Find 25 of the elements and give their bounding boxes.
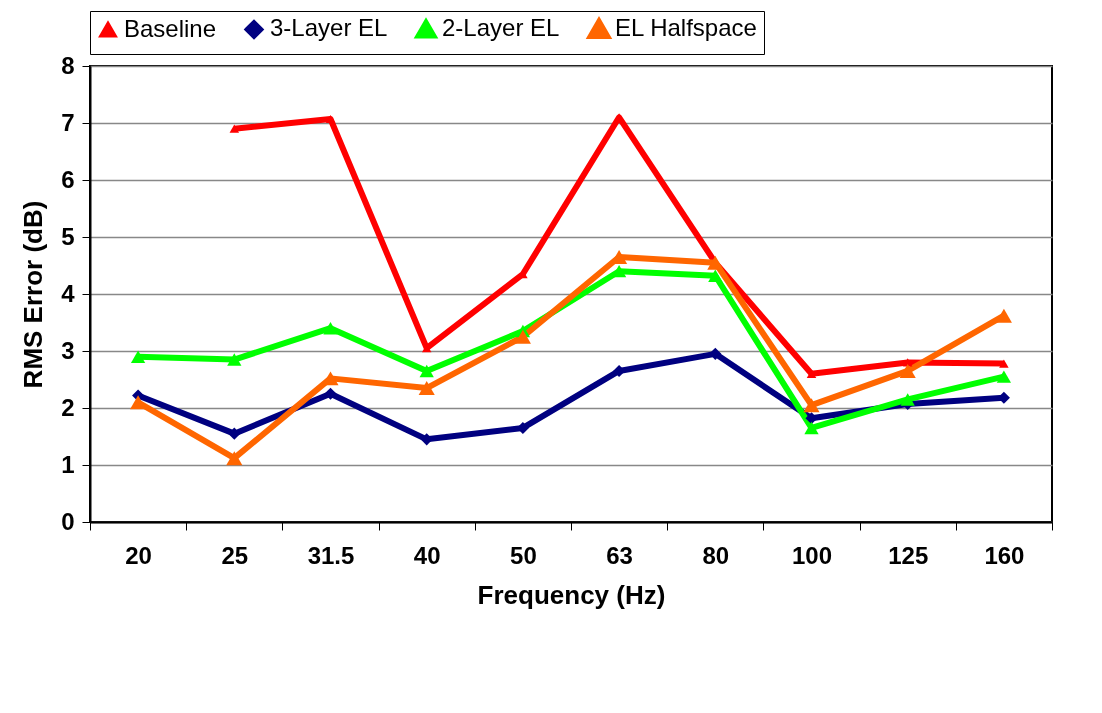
y-tick-label: 7 [61, 108, 75, 136]
x-tick-label: 40 [413, 541, 441, 569]
x-tick-label: 125 [888, 541, 929, 569]
legend-label: 2-Layer EL [442, 14, 560, 42]
x-tick-label: 63 [606, 541, 633, 569]
y-tick-label: 0 [61, 507, 75, 535]
x-tick-label: 50 [510, 541, 537, 569]
legend-label: Baseline [124, 15, 217, 43]
x-tick-label: 31.5 [307, 541, 355, 569]
y-tick-label: 2 [61, 393, 75, 421]
y-tick-label: 1 [61, 450, 75, 478]
x-axis-title: Frequency (Hz) [477, 579, 666, 610]
y-tick-label: 6 [61, 165, 75, 193]
x-tick-label: 80 [702, 541, 730, 569]
x-tick-label: 20 [125, 541, 152, 569]
y-tick-label: 5 [61, 222, 75, 250]
x-tick-label: 25 [221, 541, 249, 569]
x-tick-label: 160 [984, 541, 1025, 569]
legend-label: 3-Layer EL [270, 14, 388, 42]
y-tick-label: 8 [61, 51, 75, 79]
y-axis-title: RMS Error (dB) [18, 200, 49, 389]
x-tick-label: 100 [791, 541, 833, 569]
y-tick-label: 3 [61, 336, 75, 364]
y-tick-label: 4 [61, 279, 76, 307]
legend-label: EL Halfspace [615, 14, 757, 42]
